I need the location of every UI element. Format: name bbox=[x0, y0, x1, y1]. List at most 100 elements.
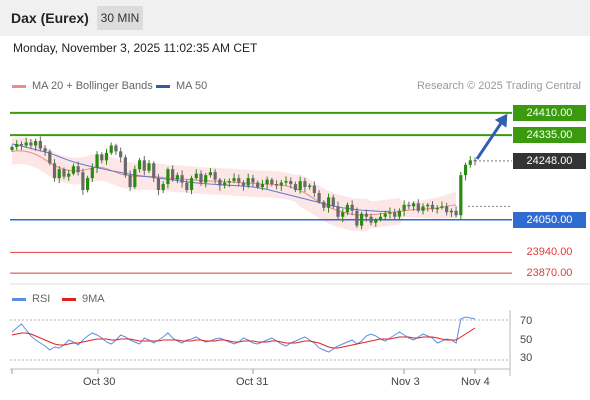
candle-body bbox=[397, 210, 402, 217]
candle-body bbox=[350, 204, 354, 211]
legend-rsi-ma: 9MA bbox=[62, 293, 105, 305]
ma20-swatch bbox=[12, 84, 26, 88]
legend-rsi: RSI bbox=[12, 293, 50, 305]
candle-body bbox=[76, 166, 80, 173]
candle-body bbox=[317, 192, 321, 202]
candle-body bbox=[128, 175, 132, 188]
candle-body bbox=[213, 172, 217, 180]
rsi-line bbox=[11, 316, 476, 353]
candle-body bbox=[416, 203, 420, 211]
x-tick-nov4: Nov 4 bbox=[461, 376, 490, 388]
candle-body bbox=[393, 212, 397, 217]
candle-body bbox=[256, 182, 260, 188]
rsi-ma-swatch bbox=[62, 297, 76, 301]
candle-body bbox=[407, 204, 411, 207]
candle-body bbox=[445, 206, 449, 213]
candle-body bbox=[298, 181, 302, 190]
legend-ma50: MA 50 bbox=[156, 80, 207, 92]
rsi-ma-line bbox=[11, 327, 476, 349]
candle-body bbox=[175, 175, 179, 180]
candle-body bbox=[360, 213, 364, 226]
forecast-arrow-head bbox=[494, 113, 508, 128]
level-tag-target: 23870.00 bbox=[526, 267, 573, 280]
level-tag-support: 24050.00 bbox=[513, 211, 586, 228]
x-tick-oct31: Oct 31 bbox=[236, 376, 269, 388]
candle-body bbox=[180, 175, 184, 183]
candle-body bbox=[156, 178, 161, 190]
candle-body bbox=[308, 185, 312, 188]
rsi-tick-70: 70 bbox=[520, 315, 533, 327]
candle-body bbox=[114, 145, 118, 152]
candle-body bbox=[43, 148, 47, 152]
candle-body bbox=[166, 169, 170, 185]
candle-body bbox=[100, 154, 104, 161]
x-tick-oct30: Oct 30 bbox=[83, 376, 116, 388]
candle-body bbox=[435, 207, 439, 210]
candle-body bbox=[274, 184, 279, 186]
candle-body bbox=[411, 203, 416, 207]
candle-body bbox=[279, 182, 283, 186]
candle-body bbox=[24, 142, 28, 146]
credit-text: Research © 2025 Trading Central bbox=[416, 80, 581, 92]
candle-body bbox=[454, 210, 458, 216]
candle-body bbox=[133, 169, 137, 188]
timeframe-button[interactable]: 30 MIN bbox=[97, 6, 143, 30]
candle-body bbox=[331, 197, 335, 207]
level-tag-resistance: 24335.00 bbox=[513, 127, 586, 144]
candle-body bbox=[378, 216, 383, 220]
candle-body bbox=[52, 163, 57, 179]
candle-body bbox=[48, 151, 52, 164]
candle-body bbox=[104, 152, 109, 161]
candle-body bbox=[109, 145, 113, 153]
rsi-tick-50: 50 bbox=[520, 334, 533, 346]
candle-body bbox=[421, 206, 425, 211]
candle-body bbox=[388, 212, 392, 214]
candle-body bbox=[223, 182, 227, 186]
candle-body bbox=[227, 181, 231, 183]
candle-body bbox=[241, 182, 246, 186]
candle-body bbox=[289, 181, 293, 185]
candle-body bbox=[303, 181, 307, 188]
legend-rsi-ma-label: 9MA bbox=[82, 293, 105, 305]
rsi-tick-30: 30 bbox=[520, 352, 533, 364]
candle-body bbox=[137, 160, 142, 170]
legend-ma20-label: MA 20 + Bollinger Bands bbox=[32, 80, 153, 92]
chart-datetime: Monday, November 3, 2025 11:02:35 AM CET bbox=[13, 41, 258, 55]
candle-body bbox=[402, 204, 406, 211]
candle-body bbox=[147, 163, 151, 171]
candle-body bbox=[449, 210, 453, 213]
candle-body bbox=[19, 143, 24, 146]
candle-body bbox=[341, 212, 345, 217]
level-tag-resistance: 24410.00 bbox=[513, 104, 586, 121]
candle-body bbox=[430, 204, 435, 210]
candle-body bbox=[67, 173, 71, 177]
candle-body bbox=[29, 142, 33, 146]
candle-body bbox=[473, 160, 477, 162]
instrument-title: Dax (Eurex) bbox=[11, 10, 89, 26]
rsi-swatch bbox=[12, 297, 26, 301]
candle-body bbox=[260, 184, 264, 188]
candle-body bbox=[374, 219, 378, 223]
legend-rsi-label: RSI bbox=[32, 293, 51, 305]
candle-body bbox=[71, 166, 76, 174]
candle-body bbox=[81, 172, 85, 190]
candle-body bbox=[38, 141, 42, 149]
candle-body bbox=[171, 169, 175, 180]
candle-body bbox=[95, 154, 99, 168]
candle-body bbox=[232, 178, 236, 182]
candle-body bbox=[34, 141, 38, 146]
candle-body bbox=[251, 178, 255, 183]
candle-body bbox=[123, 157, 127, 176]
legend-ma20: MA 20 + Bollinger Bands bbox=[12, 80, 153, 92]
candle-body bbox=[57, 169, 61, 179]
candle-body bbox=[459, 175, 463, 216]
candle-body bbox=[440, 206, 444, 208]
candle-body bbox=[293, 184, 298, 190]
candle-body bbox=[270, 179, 274, 185]
candle-body bbox=[355, 210, 359, 226]
level-tag-last: 24248.00 bbox=[513, 152, 586, 169]
candle-body bbox=[463, 164, 468, 176]
candle-body bbox=[142, 160, 146, 171]
candle-body bbox=[161, 184, 165, 190]
